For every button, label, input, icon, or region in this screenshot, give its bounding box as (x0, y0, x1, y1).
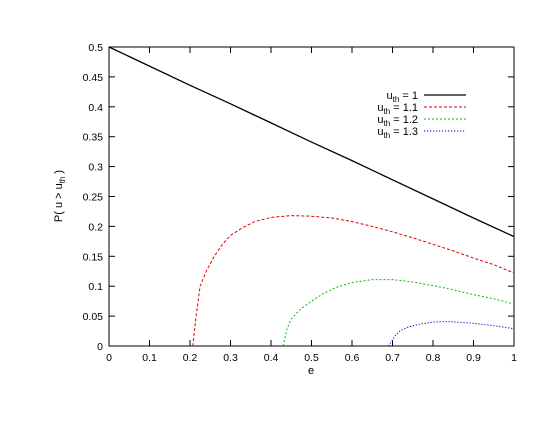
plot-frame (108, 46, 515, 347)
y-tick-label: 0 (97, 341, 103, 353)
series-line-4 (387, 320, 515, 347)
x-tick-label: 0.6 (345, 352, 360, 364)
y-tick-label: 0.35 (83, 132, 104, 144)
plot-border (108, 46, 515, 347)
y-tick-label: 0.5 (88, 42, 103, 54)
x-tick-label: 0.1 (142, 352, 157, 364)
y-tick-label: 0.1 (88, 281, 103, 293)
x-tick-label: 0.8 (426, 352, 441, 364)
series-line-3 (282, 279, 515, 347)
y-tick-label: 0.15 (83, 251, 104, 263)
y-tick-label: 0.25 (83, 192, 104, 204)
x-tick-label: 0.3 (223, 352, 238, 364)
x-tick-label: 0.4 (264, 352, 279, 364)
series-lines (108, 46, 515, 347)
legend-label-2: uth = 1.1 (377, 102, 418, 116)
y-tick-label: 0.4 (88, 102, 103, 114)
x-axis-label: e (308, 365, 314, 377)
y-tick-label: 0.45 (83, 72, 104, 84)
x-tick-label: 0 (106, 352, 112, 364)
x-tick-label: 0.2 (183, 352, 198, 364)
legend-label-3: uth = 1.2 (377, 114, 418, 128)
y-tick-label: 0.3 (88, 162, 103, 174)
y-tick-label: 0.05 (83, 311, 104, 323)
legend-label-1: uth = 1 (387, 90, 418, 104)
y-tick-label: 0.2 (88, 221, 103, 233)
axis-ticks: 0 0.1 0.2 0.3 0.4 0.5 0.6 0.7 0.8 0.9 1 0 0.05 0.1 0.1… (83, 42, 518, 364)
x-tick-label: 1 (511, 352, 517, 364)
legend-label-4: uth = 1.3 (377, 126, 418, 140)
x-tick-label: 0.7 (385, 352, 400, 364)
series-line-1 (108, 46, 515, 238)
y-axis-label: P( u > uth ) (53, 170, 67, 222)
x-tick-label: 0.9 (466, 352, 481, 364)
x-tick-label: 0.5 (304, 352, 319, 364)
series-line-2 (192, 215, 515, 347)
